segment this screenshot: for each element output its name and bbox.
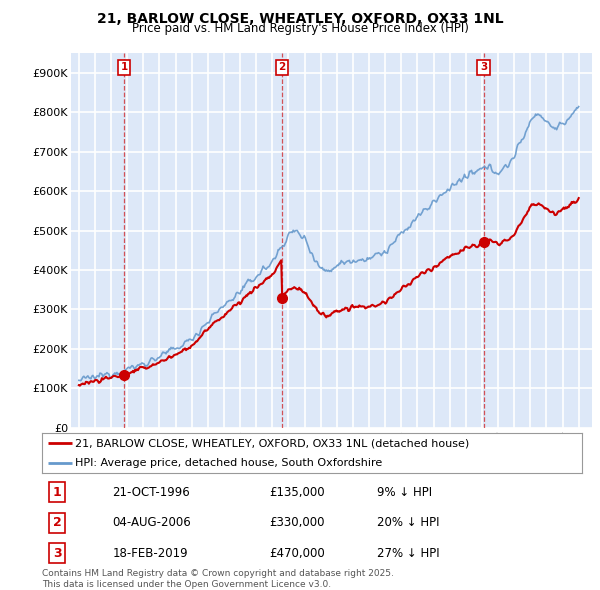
Text: Contains HM Land Registry data © Crown copyright and database right 2025.
This d: Contains HM Land Registry data © Crown c… <box>42 569 394 589</box>
Text: 2: 2 <box>278 63 286 73</box>
Text: 3: 3 <box>480 63 487 73</box>
Text: Price paid vs. HM Land Registry's House Price Index (HPI): Price paid vs. HM Land Registry's House … <box>131 22 469 35</box>
Text: £135,000: £135,000 <box>269 486 325 499</box>
Text: 21, BARLOW CLOSE, WHEATLEY, OXFORD, OX33 1NL: 21, BARLOW CLOSE, WHEATLEY, OXFORD, OX33… <box>97 12 503 26</box>
Text: £470,000: £470,000 <box>269 547 325 560</box>
Text: 20% ↓ HPI: 20% ↓ HPI <box>377 516 439 529</box>
Text: 9% ↓ HPI: 9% ↓ HPI <box>377 486 432 499</box>
Text: 3: 3 <box>53 547 61 560</box>
Text: 21-OCT-1996: 21-OCT-1996 <box>112 486 190 499</box>
Text: 1: 1 <box>121 63 128 73</box>
Text: 2: 2 <box>53 516 61 529</box>
Text: 1: 1 <box>53 486 61 499</box>
Text: 21, BARLOW CLOSE, WHEATLEY, OXFORD, OX33 1NL (detached house): 21, BARLOW CLOSE, WHEATLEY, OXFORD, OX33… <box>76 438 470 448</box>
Text: £330,000: £330,000 <box>269 516 325 529</box>
Text: 27% ↓ HPI: 27% ↓ HPI <box>377 547 439 560</box>
Text: 04-AUG-2006: 04-AUG-2006 <box>112 516 191 529</box>
Text: HPI: Average price, detached house, South Oxfordshire: HPI: Average price, detached house, Sout… <box>76 458 383 468</box>
Text: 18-FEB-2019: 18-FEB-2019 <box>112 547 188 560</box>
